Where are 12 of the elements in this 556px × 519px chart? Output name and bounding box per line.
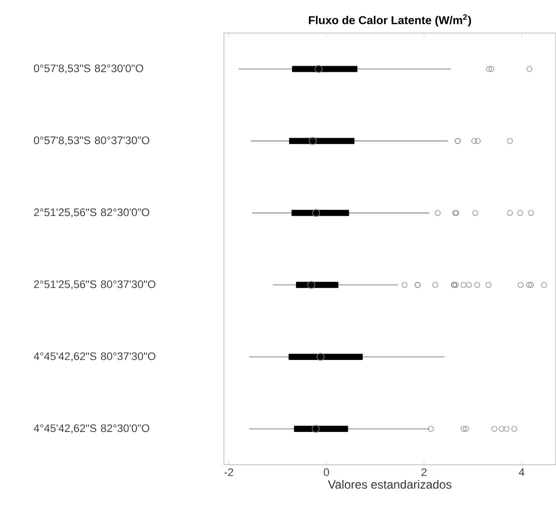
x-tick-label: 2 [422, 468, 427, 476]
y-tick-label: 0°57'8,53"S 82°30'0"O [34, 64, 144, 74]
y-tick-label: 2°51'25,56"S 80°37'30"O [34, 280, 156, 290]
chart-title: Fluxo de Calor Latente (W/m$^{2}$) [308, 14, 471, 27]
y-tick-label: 2°51'25,56"S 82°30'0"O [34, 208, 150, 218]
x-tick-label: -2 [224, 468, 234, 476]
x-axis-title: Valores estandarizados [328, 480, 452, 489]
x-tick-label: 4 [518, 468, 524, 476]
y-tick-label: 0°57'8,53"S 80°37'30"O [34, 136, 150, 146]
x-tick-label: 0 [324, 468, 330, 476]
y-tick-label: 4°45'42,62"S 82°30'0"O [34, 424, 150, 434]
y-tick-label: 4°45'42,62"S 80°37'30"O [34, 352, 156, 362]
